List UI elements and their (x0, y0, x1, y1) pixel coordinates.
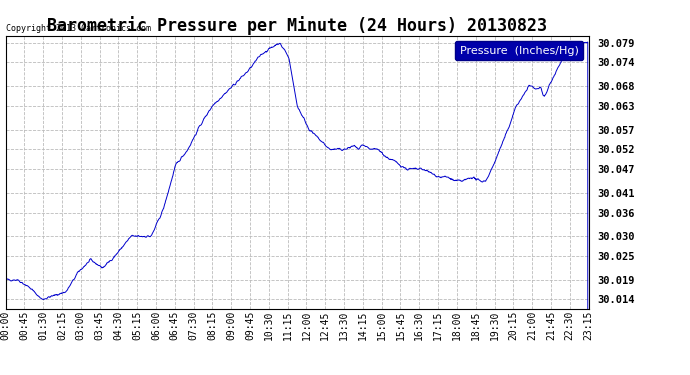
Legend: Pressure  (Inches/Hg): Pressure (Inches/Hg) (455, 41, 583, 60)
Title: Barometric Pressure per Minute (24 Hours) 20130823: Barometric Pressure per Minute (24 Hours… (47, 16, 547, 36)
Text: Copyright 2013 Cartronics.com: Copyright 2013 Cartronics.com (6, 24, 150, 33)
